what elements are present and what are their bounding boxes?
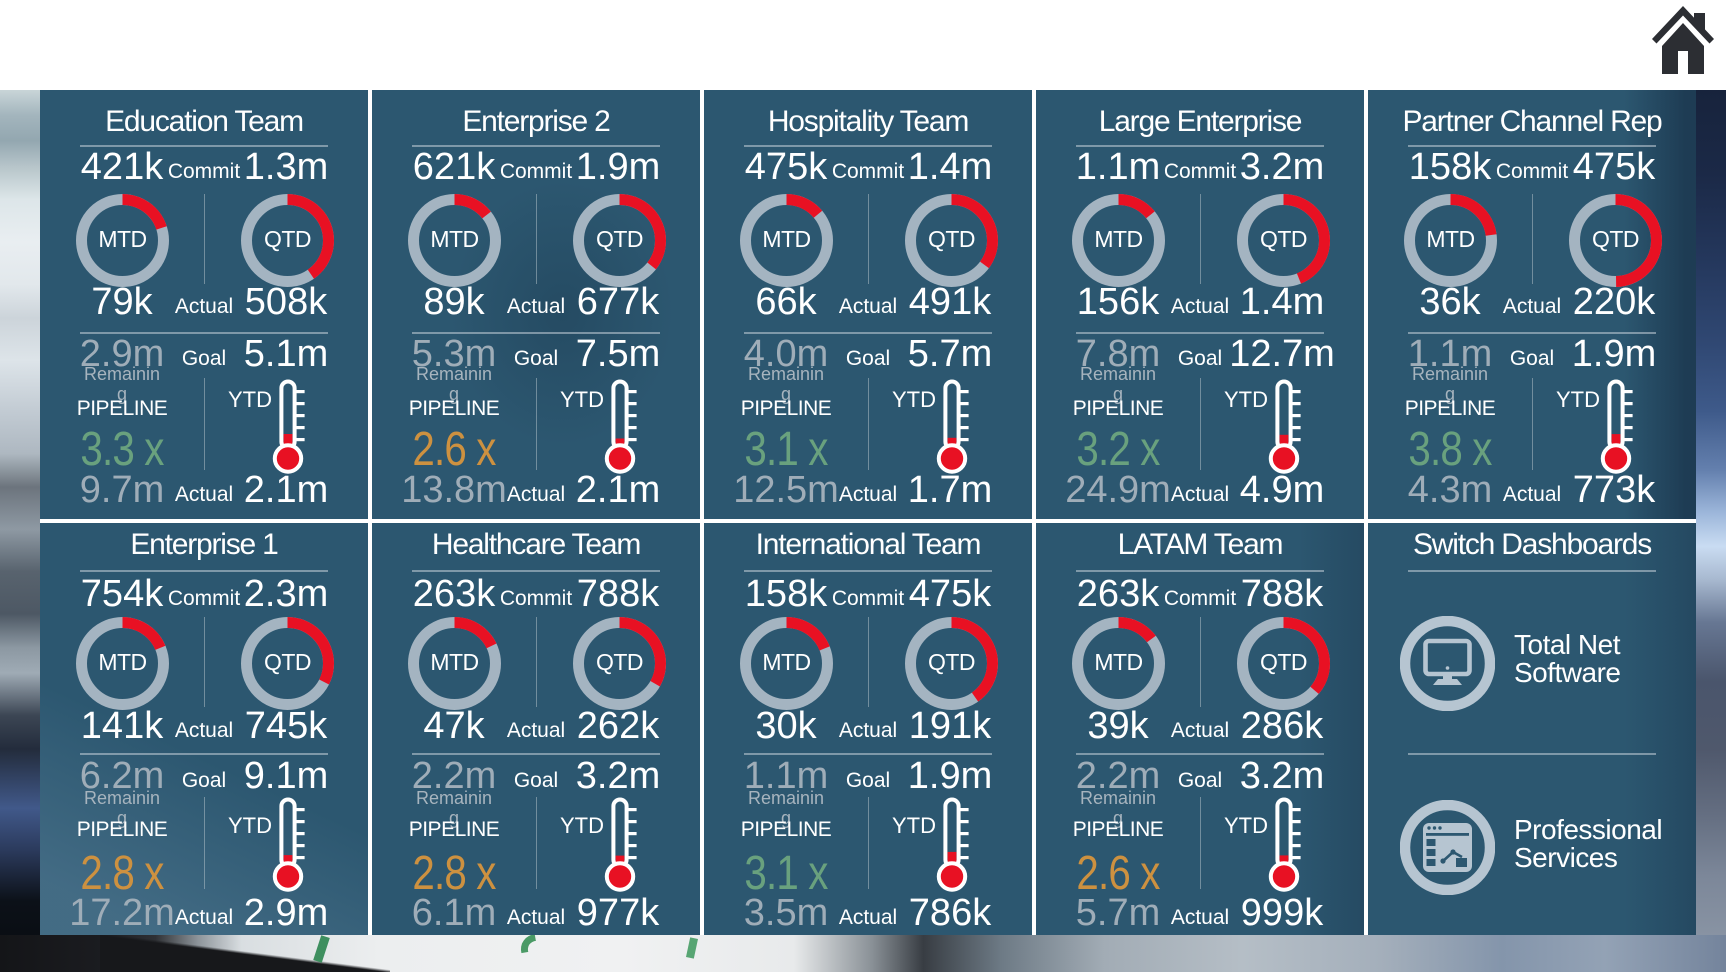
svg-text:MTD: MTD — [762, 649, 810, 675]
svg-text:QTD: QTD — [264, 649, 311, 675]
svg-text:MTD: MTD — [1426, 226, 1474, 252]
svg-text:QTD: QTD — [1260, 649, 1307, 675]
svg-text:QTD: QTD — [1592, 226, 1639, 252]
svg-text:MTD: MTD — [762, 226, 810, 252]
svg-text:MTD: MTD — [98, 649, 146, 675]
svg-text:MTD: MTD — [98, 226, 146, 252]
svg-text:QTD: QTD — [264, 226, 311, 252]
svg-text:MTD: MTD — [430, 226, 478, 252]
svg-text:QTD: QTD — [596, 226, 643, 252]
svg-text:QTD: QTD — [928, 649, 975, 675]
svg-text:QTD: QTD — [928, 226, 975, 252]
svg-text:MTD: MTD — [1094, 649, 1142, 675]
svg-text:QTD: QTD — [596, 649, 643, 675]
svg-text:QTD: QTD — [1260, 226, 1307, 252]
svg-text:MTD: MTD — [1094, 226, 1142, 252]
svg-text:MTD: MTD — [430, 649, 478, 675]
